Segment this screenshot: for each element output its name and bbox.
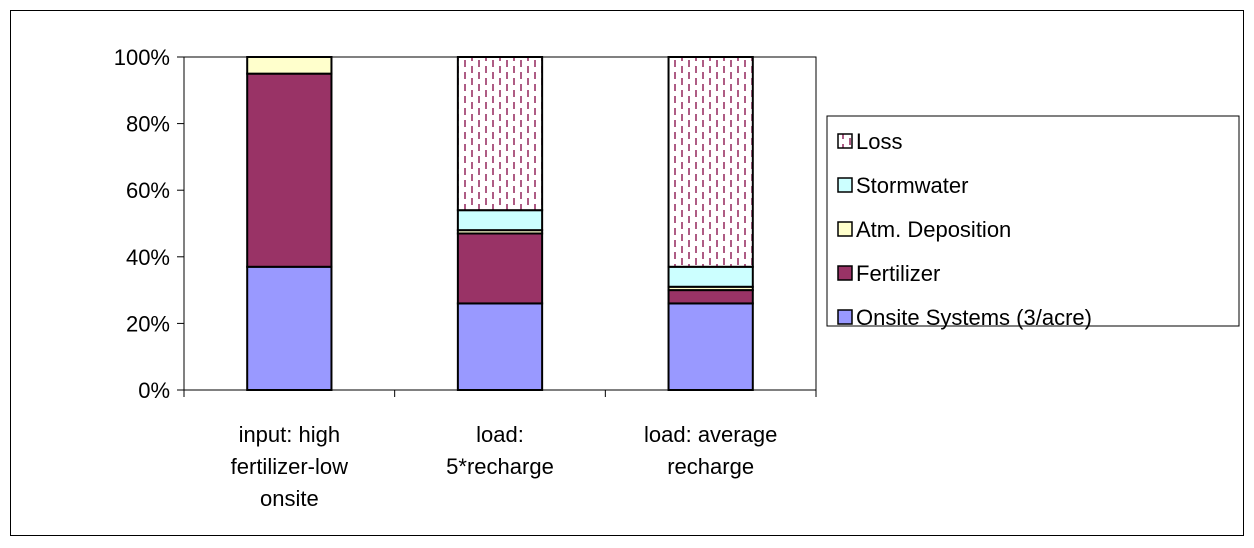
x-category-label: load: average recharge [644, 422, 777, 479]
legend-swatch [837, 133, 853, 149]
legend-swatch [837, 221, 853, 237]
y-tick-label: 100% [114, 45, 170, 70]
legend-box [826, 115, 1240, 327]
y-tick-label: 80% [126, 112, 170, 137]
bar-segment [456, 209, 544, 232]
bar-segment [456, 232, 544, 305]
x-category-label: input: high fertilizer-low onsite [231, 422, 348, 511]
legend-label: Loss [856, 129, 902, 154]
legend-label: Fertilizer [856, 261, 940, 286]
legend-label: Atm. Deposition [856, 217, 1011, 242]
legend-swatch [837, 177, 853, 193]
bar-segment [667, 56, 754, 268]
bar-segment [456, 302, 544, 392]
bar-segment [667, 289, 754, 305]
bar-segment [246, 265, 333, 392]
y-tick-label: 40% [126, 245, 170, 270]
legend: Loss Stormwater Atm. Deposition Fertilizer O… [826, 115, 1240, 330]
legend-swatch [837, 265, 853, 281]
y-tick-label: 60% [126, 178, 170, 203]
x-category-label: load: 5*recharge [446, 422, 554, 479]
bar-segment [667, 265, 754, 288]
axis-labels: 0% 20% 40% 60% 80% 100% input: high fertilizer-… [114, 45, 778, 511]
legend-label: Onsite Systems (3/acre) [856, 305, 1092, 330]
y-tick-label: 20% [126, 311, 170, 336]
bar-segment [246, 56, 333, 75]
bar-segment [667, 302, 754, 392]
legend-swatch [837, 309, 853, 325]
y-tick-label: 0% [138, 378, 170, 403]
bars [246, 56, 754, 392]
bar-segment [456, 56, 544, 212]
bar-segment [246, 72, 333, 268]
legend-label: Stormwater [856, 173, 968, 198]
